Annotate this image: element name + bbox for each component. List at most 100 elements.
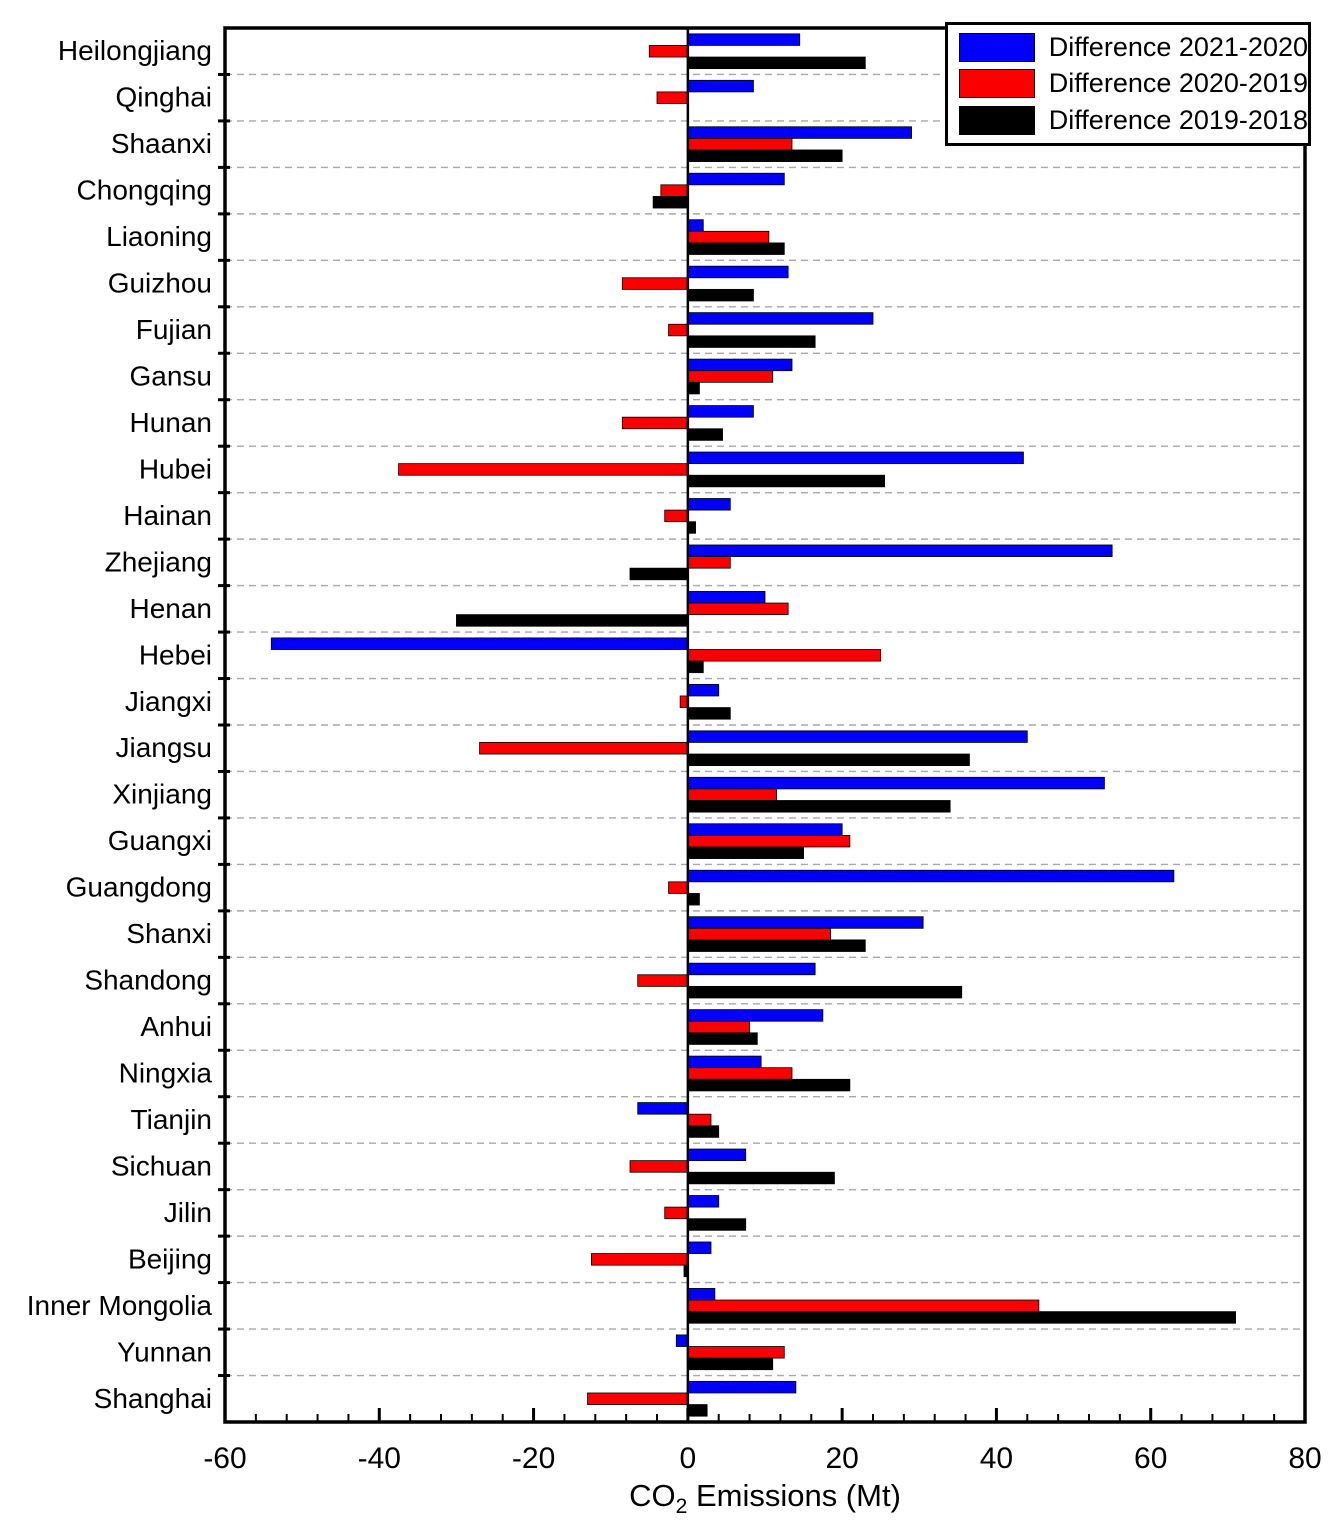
bar bbox=[687, 137, 793, 151]
bar bbox=[687, 126, 912, 139]
bar bbox=[664, 509, 689, 523]
bar bbox=[687, 753, 970, 767]
bar bbox=[656, 91, 689, 104]
bar bbox=[687, 428, 723, 441]
bar bbox=[629, 567, 689, 581]
bar bbox=[687, 800, 951, 813]
bar bbox=[687, 1009, 824, 1022]
y-category-label: Guangdong bbox=[66, 872, 212, 903]
bar bbox=[648, 45, 689, 58]
y-category-label: Fujian bbox=[136, 314, 212, 345]
bar bbox=[591, 1253, 689, 1266]
bar bbox=[687, 846, 804, 859]
bar bbox=[687, 1020, 750, 1034]
bar bbox=[687, 1218, 747, 1231]
y-category-label: Ningxia bbox=[119, 1058, 213, 1089]
bar bbox=[687, 985, 963, 999]
bar bbox=[629, 1160, 689, 1173]
bar bbox=[687, 405, 754, 418]
bar bbox=[687, 381, 700, 395]
bar bbox=[687, 1241, 712, 1254]
bar bbox=[687, 939, 866, 952]
y-category-label: Gansu bbox=[130, 361, 213, 392]
bar bbox=[687, 370, 774, 383]
legend-label-2020-2019: Difference 2020-2019 bbox=[1048, 68, 1308, 99]
legend: Difference 2021-2020 Difference 2020-201… bbox=[945, 22, 1311, 146]
x-axis-title-text: CO bbox=[629, 1478, 676, 1513]
y-category-label: Qinghai bbox=[115, 82, 212, 113]
bar bbox=[687, 265, 789, 279]
bar bbox=[687, 788, 777, 801]
bar bbox=[687, 474, 885, 488]
y-category-label: Henan bbox=[129, 593, 212, 624]
legend-swatch-red bbox=[959, 69, 1035, 99]
bar bbox=[687, 149, 843, 162]
bar bbox=[687, 230, 770, 244]
legend-item-2020-2019: Difference 2020-2019 bbox=[948, 67, 1308, 100]
x-tick-label: 0 bbox=[680, 1442, 697, 1475]
x-tick-label: 80 bbox=[1288, 1442, 1321, 1475]
y-category-label: Jiangsu bbox=[115, 732, 212, 763]
legend-swatch-black bbox=[959, 106, 1035, 136]
bar bbox=[687, 649, 882, 662]
bar bbox=[687, 776, 1105, 790]
bar bbox=[687, 869, 1175, 883]
bar bbox=[687, 451, 1024, 465]
y-category-label: Hunan bbox=[129, 407, 212, 438]
bar bbox=[687, 1380, 797, 1394]
x-tick-label: -60 bbox=[203, 1442, 246, 1475]
y-category-label: Yunnan bbox=[117, 1336, 212, 1367]
bar bbox=[687, 1171, 835, 1185]
bar bbox=[270, 637, 689, 650]
bar bbox=[587, 1392, 689, 1405]
bar bbox=[479, 742, 689, 755]
y-category-label: Beijing bbox=[128, 1243, 212, 1274]
bar bbox=[456, 614, 689, 627]
y-category-label: Hainan bbox=[123, 500, 212, 531]
bar bbox=[621, 277, 689, 290]
bar bbox=[687, 823, 843, 836]
bar bbox=[652, 196, 689, 209]
y-category-label: Jiangxi bbox=[125, 686, 212, 717]
bar bbox=[687, 962, 816, 976]
bar bbox=[687, 1067, 793, 1080]
bar bbox=[687, 1148, 747, 1162]
y-category-label: Shanxi bbox=[126, 918, 212, 949]
legend-label-2021-2020: Difference 2021-2020 bbox=[1048, 31, 1308, 62]
bar bbox=[687, 498, 731, 511]
x-tick-label: 20 bbox=[825, 1442, 858, 1475]
bar bbox=[637, 1102, 689, 1115]
y-category-label: Xinjiang bbox=[112, 779, 212, 810]
bar bbox=[637, 974, 689, 987]
y-category-label: Anhui bbox=[140, 1011, 212, 1042]
legend-label-2019-2018: Difference 2019-2018 bbox=[1048, 105, 1308, 136]
y-category-label: Hubei bbox=[139, 453, 212, 484]
x-tick-label: 40 bbox=[980, 1442, 1013, 1475]
bar bbox=[687, 1288, 716, 1301]
y-category-label: Tianjin bbox=[131, 1104, 212, 1135]
x-tick-label: -40 bbox=[358, 1442, 401, 1475]
bar bbox=[687, 1357, 774, 1371]
bar bbox=[687, 602, 789, 616]
bar bbox=[687, 1125, 720, 1138]
bar bbox=[687, 707, 731, 720]
bar bbox=[687, 79, 754, 93]
y-category-label: Inner Mongolia bbox=[27, 1290, 213, 1321]
bar bbox=[687, 288, 754, 302]
bar bbox=[687, 927, 831, 941]
bar bbox=[675, 1334, 689, 1347]
y-category-label: Zhejiang bbox=[105, 546, 212, 577]
bar bbox=[621, 416, 689, 430]
x-tick-label: 60 bbox=[1134, 1442, 1167, 1475]
y-category-label: Jilin bbox=[164, 1197, 212, 1228]
y-category-label: Shaanxi bbox=[111, 128, 212, 159]
legend-item-2019-2018: Difference 2019-2018 bbox=[948, 104, 1308, 137]
bar bbox=[687, 556, 731, 569]
y-category-label: Liaoning bbox=[106, 221, 212, 252]
bar bbox=[687, 730, 1028, 743]
bar bbox=[668, 323, 689, 337]
x-axis-title-subscript: 2 bbox=[675, 1495, 688, 1519]
bar bbox=[687, 683, 720, 697]
bar bbox=[668, 881, 689, 894]
